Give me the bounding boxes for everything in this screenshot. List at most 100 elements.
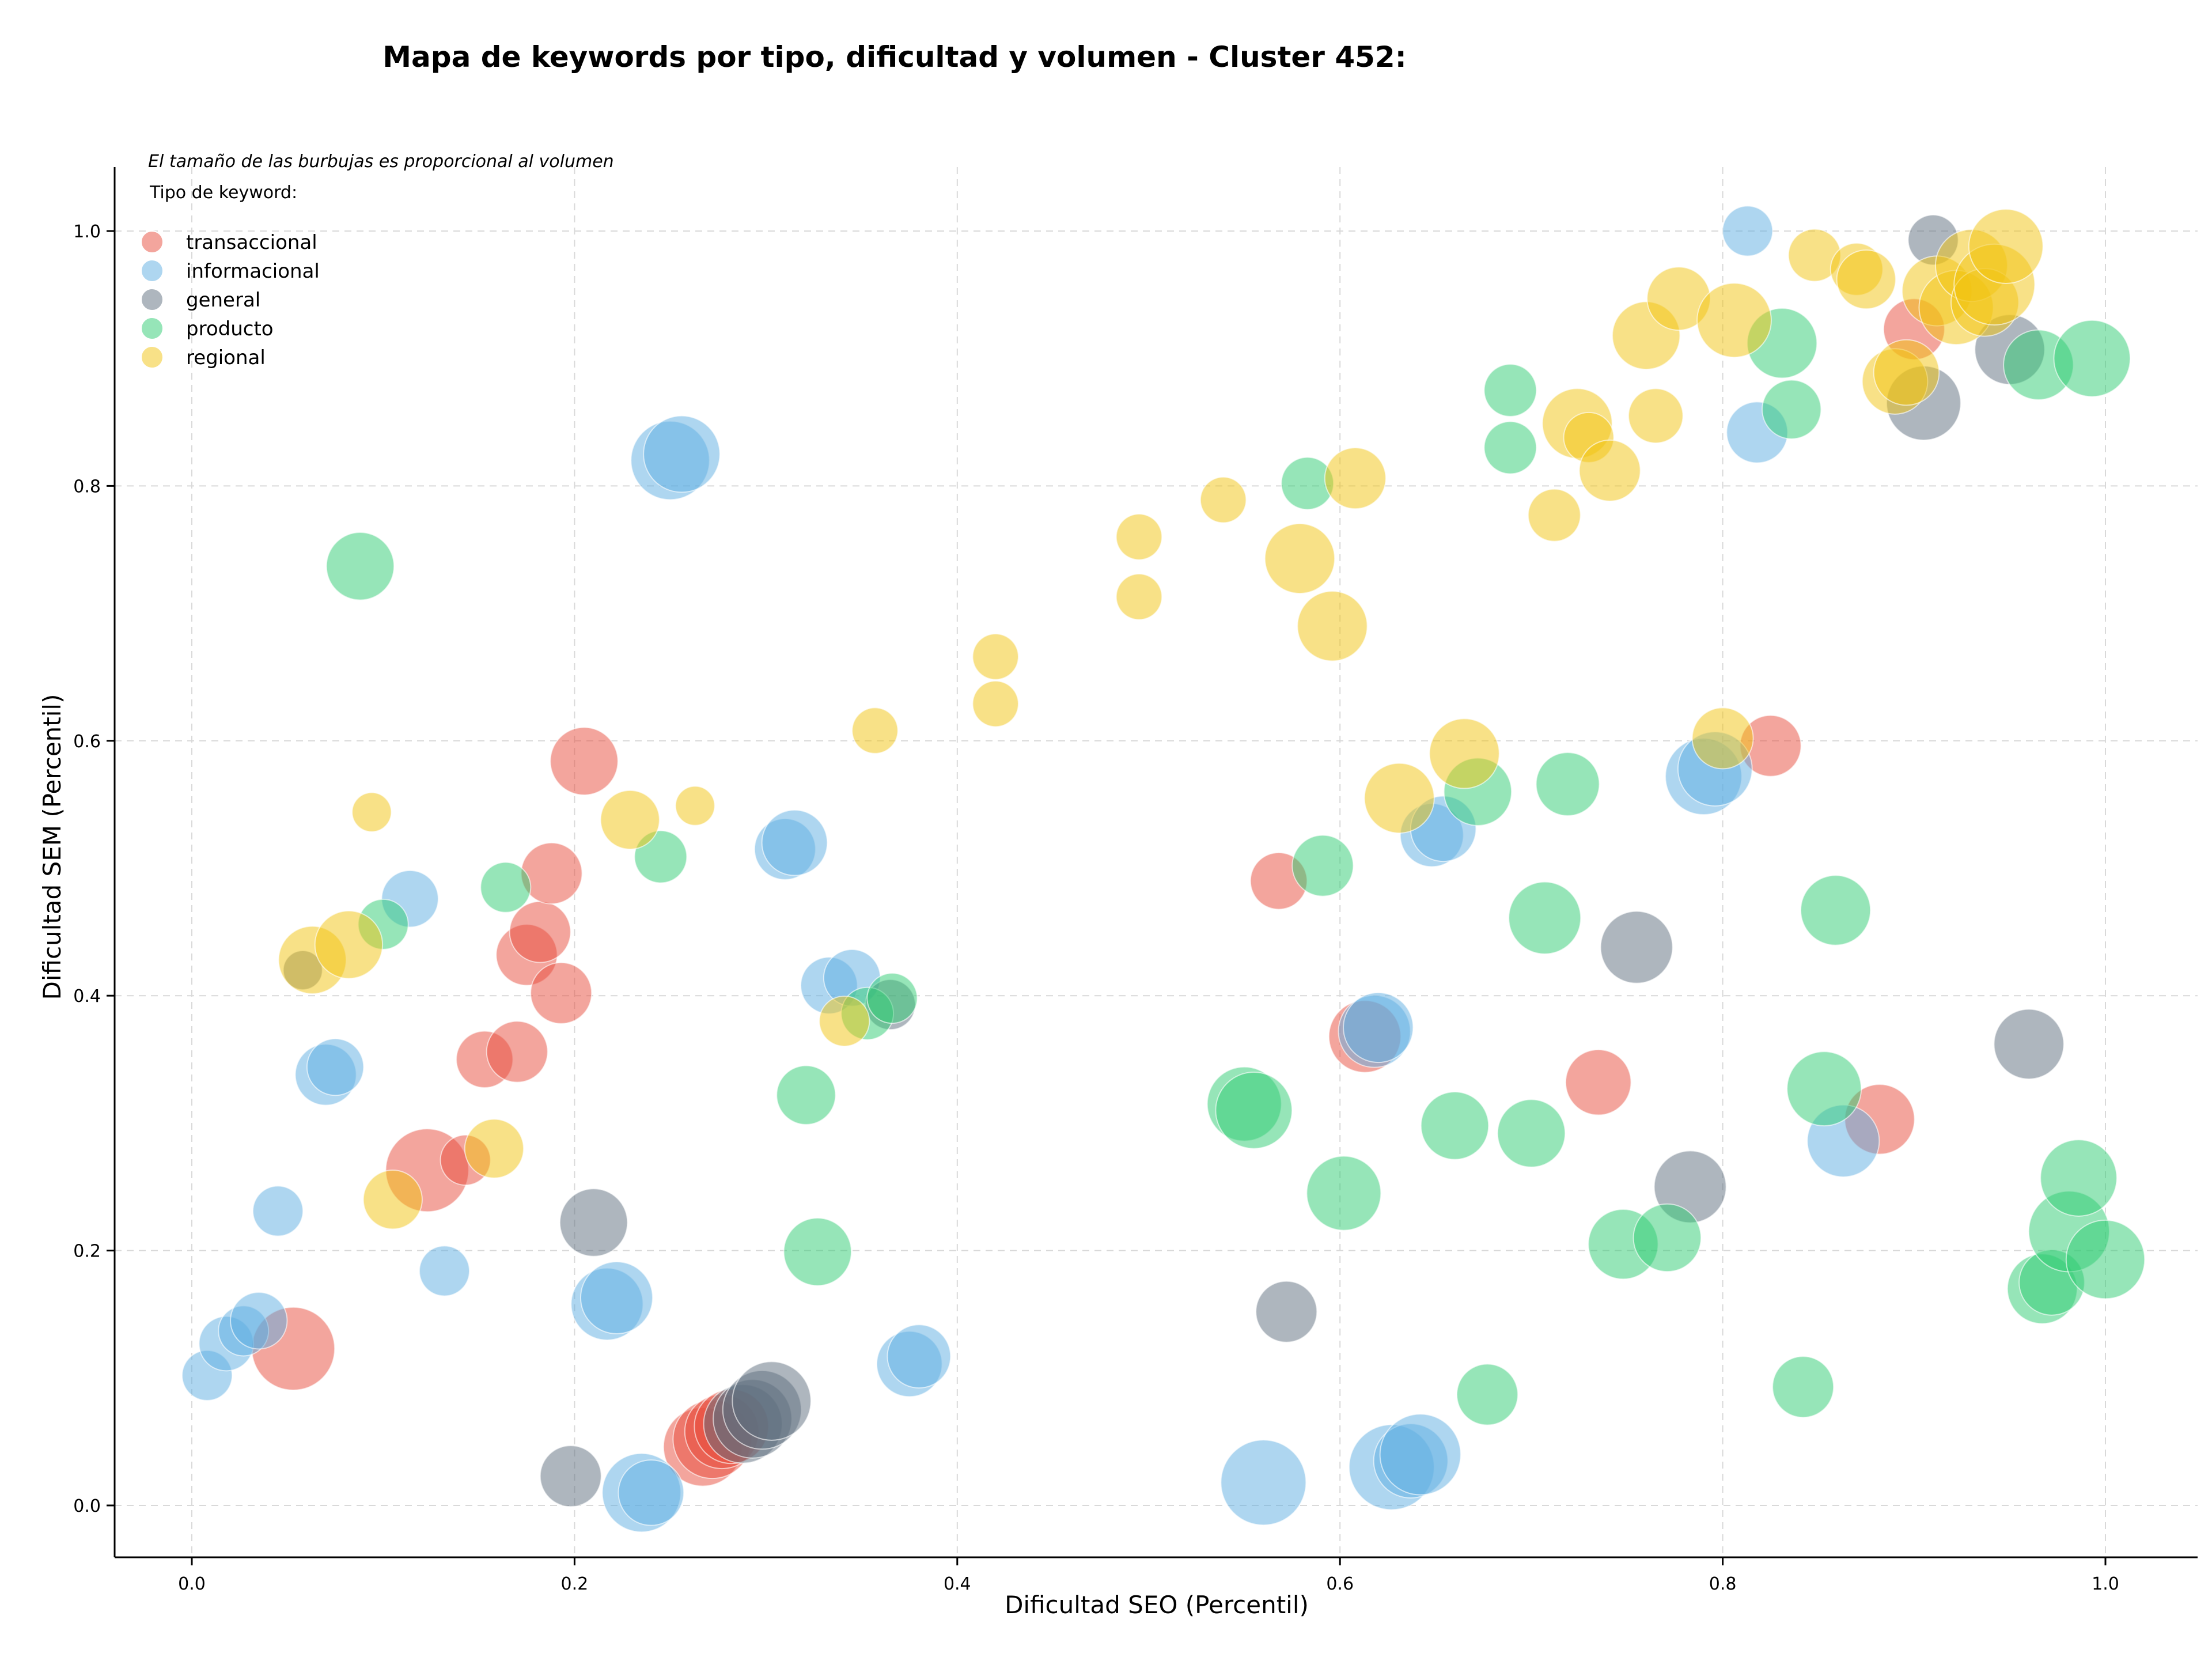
bubble-regional	[1873, 339, 1940, 406]
bubble-producto	[1215, 1071, 1293, 1149]
bubble-general	[732, 1361, 812, 1441]
legend-marker-producto	[141, 317, 164, 340]
legend-marker-informacional	[141, 259, 164, 282]
bubble-size-note: El tamaño de las burbujas es proporciona…	[148, 152, 614, 172]
legend-marker-general	[141, 288, 164, 311]
bubble-producto	[1306, 1155, 1382, 1231]
x-tick-label: 0.8	[1709, 1574, 1737, 1594]
bubble-producto	[1497, 1099, 1566, 1168]
bubble-producto	[1535, 752, 1600, 816]
bubble-informacional	[306, 1038, 365, 1096]
y-tick-label: 0.6	[73, 732, 101, 752]
bubble-informacional	[1343, 992, 1414, 1064]
bubble-producto	[480, 861, 532, 913]
bubble-regional	[851, 707, 899, 754]
bubble-producto	[783, 1217, 852, 1287]
bubble-regional	[1968, 209, 2044, 284]
bubble-regional	[1836, 249, 1896, 310]
bubble-producto	[2065, 1219, 2146, 1300]
bubble-regional	[1628, 388, 1684, 444]
legend-marker-regional	[141, 346, 164, 369]
bubble-regional	[675, 785, 715, 826]
legend-label-regional: regional	[186, 346, 266, 369]
bubble-regional	[1264, 523, 1336, 595]
bubble-regional	[819, 995, 870, 1047]
ticks: 0.0 0.2 0.4 0.6 0.8 1.0 0.0 0.2 0.4 0.6 0.8 1.0	[73, 222, 2119, 1594]
bubble-regional	[1115, 513, 1163, 561]
bubble-informacional	[579, 1261, 653, 1334]
bubble-informacional	[1220, 1439, 1307, 1526]
bubble-regional	[351, 792, 392, 833]
bubble-general	[539, 1445, 602, 1508]
bubble-regional	[1578, 439, 1641, 502]
bubble-informacional	[419, 1245, 471, 1297]
legend: El tamaño de las burbujas es proporciona…	[141, 152, 614, 369]
bubble-transaccional	[550, 727, 619, 796]
bubble-regional	[972, 633, 1019, 680]
bubble-informacional	[887, 1324, 952, 1389]
legend-label-producto: producto	[186, 317, 274, 340]
bubble-regional	[1297, 591, 1368, 662]
bubble-informacional	[1722, 205, 1774, 257]
y-tick-label: 0.2	[73, 1242, 101, 1262]
legend-label-general: general	[186, 289, 260, 312]
bubble-producto	[1291, 834, 1354, 897]
y-tick-label: 0.8	[73, 476, 101, 497]
bubble-producto	[1633, 1203, 1702, 1273]
legend-label-informacional: informacional	[186, 260, 320, 283]
bubble-informacional	[252, 1185, 304, 1237]
bubble-producto	[1772, 1356, 1835, 1418]
bubble-general	[1993, 1008, 2065, 1080]
bubble-regional	[1324, 447, 1387, 510]
bubble-transaccional	[1565, 1049, 1632, 1116]
axes	[113, 167, 2198, 1558]
bubble-transaccional	[509, 901, 571, 963]
x-tick-label: 0.0	[178, 1574, 206, 1594]
bubble-transaccional	[486, 1020, 548, 1083]
y-tick-label: 1.0	[73, 222, 101, 242]
bubble-regional	[1696, 282, 1772, 358]
legend-title: Tipo de keyword:	[149, 183, 297, 203]
bubble-producto	[1762, 379, 1822, 440]
bubble-producto	[1456, 1363, 1518, 1426]
bubble-informacional	[230, 1292, 288, 1350]
bubble-general	[559, 1188, 628, 1257]
bubble-informacional	[1379, 1413, 1461, 1496]
bubble-producto	[1483, 421, 1537, 475]
x-axis-label: Dificultad SEO (Percentil)	[1005, 1591, 1309, 1619]
bubble-regional	[1527, 488, 1581, 542]
x-tick-label: 1.0	[2092, 1574, 2119, 1594]
bubble-producto	[1508, 881, 1582, 955]
bubble-regional	[1199, 476, 1247, 524]
y-tick-label: 0.0	[73, 1496, 101, 1516]
bubble-regional	[600, 789, 660, 850]
bubble-regional	[362, 1170, 423, 1230]
bubble-producto	[776, 1065, 836, 1125]
bubble-producto	[2040, 1139, 2118, 1217]
chart-title: Mapa de keywords por tipo, dificultad y …	[382, 40, 1406, 74]
x-tick-label: 0.2	[561, 1574, 589, 1594]
bubble-regional	[972, 680, 1019, 728]
bubble-informacional	[618, 1459, 685, 1526]
bubble-producto	[1420, 1091, 1490, 1160]
bubble-producto	[325, 532, 395, 601]
bubble-transaccional	[530, 962, 593, 1024]
bubble-informacional	[643, 415, 721, 493]
bubble-regional	[1429, 718, 1500, 789]
bubble-producto	[1483, 364, 1537, 417]
bubble-general	[1600, 910, 1673, 984]
bubble-regional	[1691, 707, 1754, 770]
x-tick-label: 0.4	[944, 1574, 971, 1594]
legend-label-transaccional: transaccional	[186, 231, 317, 254]
x-tick-label: 0.6	[1326, 1574, 1354, 1594]
bubble-producto	[866, 973, 918, 1024]
legend-marker-transaccional	[141, 230, 164, 253]
bubbles-layer	[181, 205, 2146, 1533]
bubble-regional	[1363, 762, 1435, 834]
bubble-producto	[1800, 875, 1872, 946]
y-axis-label: Dificultad SEM (Percentil)	[38, 694, 66, 1000]
bubble-regional	[314, 910, 384, 979]
bubble-producto	[2053, 319, 2131, 398]
bubble-regional	[464, 1118, 524, 1179]
